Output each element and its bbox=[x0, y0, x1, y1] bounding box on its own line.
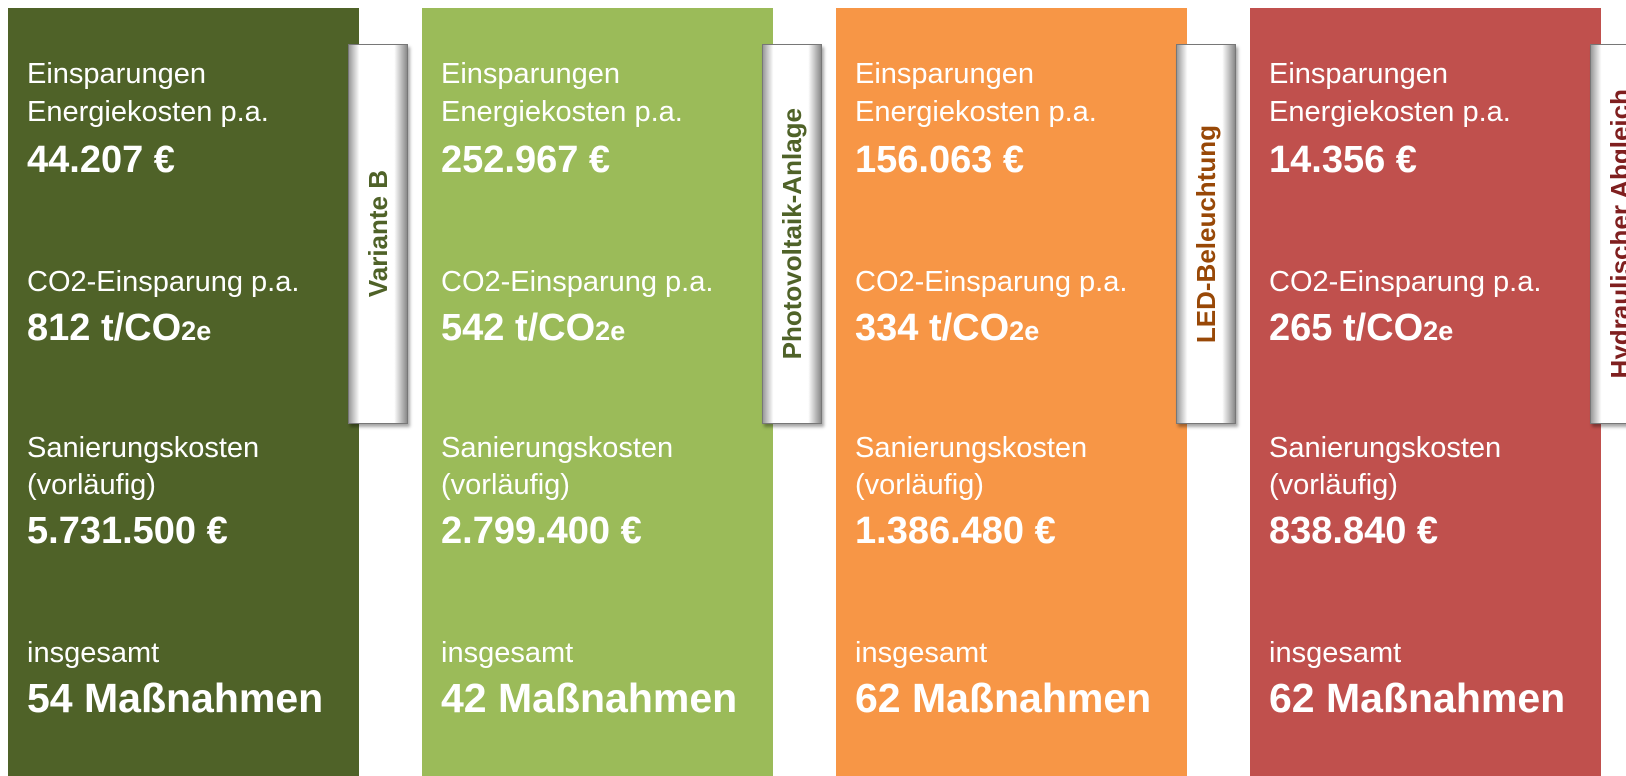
cost-value: 838.840 € bbox=[1269, 510, 1439, 552]
cost-value: 5.731.500 € bbox=[27, 510, 228, 552]
savings-label: Energiekosten p.a. bbox=[855, 96, 1097, 128]
cost-label: (vorläufig) bbox=[1269, 469, 1398, 501]
cost-label: Sanierungskosten bbox=[1269, 432, 1502, 464]
co2-value-text: 812 t/CO bbox=[27, 307, 182, 349]
tab: Hydraulischer Abgleich bbox=[1590, 44, 1626, 424]
total-value: 62 Maßnahmen bbox=[1269, 675, 1566, 721]
cost-label: (vorläufig) bbox=[27, 469, 156, 501]
savings-value: 252.967 € bbox=[441, 139, 611, 181]
cost-label: (vorläufig) bbox=[441, 469, 570, 501]
savings-label: Energiekosten p.a. bbox=[27, 96, 269, 128]
card: Einsparungen Energiekosten p.a. 252.967 € C… bbox=[422, 8, 822, 776]
savings-value: 156.063 € bbox=[855, 139, 1025, 181]
card: Einsparungen Energiekosten p.a. 156.063 € C… bbox=[836, 8, 1236, 776]
co2-value: 812 t/CO2e bbox=[27, 306, 211, 353]
co2-label: CO2-Einsparung p.a. bbox=[1269, 266, 1542, 298]
cost-label: Sanierungskosten bbox=[441, 432, 674, 464]
co2-unit-sub: 2e bbox=[181, 316, 212, 346]
savings-value: 14.356 € bbox=[1269, 139, 1417, 181]
tab: LED-Beleuchtung bbox=[1176, 44, 1236, 424]
card: Einsparungen Energiekosten p.a. 44.207 € CO… bbox=[8, 8, 408, 776]
co2-value: 265 t/CO2e bbox=[1269, 306, 1453, 353]
total-label: insgesamt bbox=[1269, 637, 1402, 669]
total-label: insgesamt bbox=[441, 637, 574, 669]
tab-label: Variante B bbox=[362, 170, 393, 298]
co2-label: CO2-Einsparung p.a. bbox=[441, 266, 714, 298]
co2-unit-sub: 2e bbox=[595, 316, 626, 346]
total-label: insgesamt bbox=[855, 637, 988, 669]
savings-value: 44.207 € bbox=[27, 139, 175, 181]
co2-value: 334 t/CO2e bbox=[855, 306, 1039, 353]
savings-label: Einsparungen bbox=[855, 58, 1034, 90]
co2-label: CO2-Einsparung p.a. bbox=[27, 266, 300, 298]
total-value: 62 Maßnahmen bbox=[855, 675, 1152, 721]
co2-value-text: 542 t/CO bbox=[441, 307, 596, 349]
tab-label: Hydraulischer Abgleich bbox=[1604, 89, 1626, 379]
co2-value: 542 t/CO2e bbox=[441, 306, 625, 353]
tab: Photovoltaik-Anlage bbox=[762, 44, 822, 424]
tab-label: LED-Beleuchtung bbox=[1190, 124, 1221, 344]
total-label: insgesamt bbox=[27, 637, 160, 669]
savings-label: Energiekosten p.a. bbox=[1269, 96, 1511, 128]
tab-label: Photovoltaik-Anlage bbox=[776, 108, 807, 360]
co2-value-text: 265 t/CO bbox=[1269, 307, 1424, 349]
cost-value: 2.799.400 € bbox=[441, 510, 642, 552]
co2-unit-sub: 2e bbox=[1009, 316, 1040, 346]
cost-value: 1.386.480 € bbox=[855, 510, 1056, 552]
cost-label: (vorläufig) bbox=[855, 469, 984, 501]
savings-label: Energiekosten p.a. bbox=[441, 96, 683, 128]
total-value: 54 Maßnahmen bbox=[27, 675, 324, 721]
savings-label: Einsparungen bbox=[441, 58, 620, 90]
total-value: 42 Maßnahmen bbox=[441, 675, 738, 721]
cost-label: Sanierungskosten bbox=[27, 432, 260, 464]
tab: Variante B bbox=[348, 44, 408, 424]
savings-label: Einsparungen bbox=[27, 58, 206, 90]
savings-label: Einsparungen bbox=[1269, 58, 1448, 90]
co2-value-text: 334 t/CO bbox=[855, 307, 1010, 349]
cost-label: Sanierungskosten bbox=[855, 432, 1088, 464]
card: Einsparungen Energiekosten p.a. 14.356 € CO… bbox=[1250, 8, 1626, 776]
co2-label: CO2-Einsparung p.a. bbox=[855, 266, 1128, 298]
co2-unit-sub: 2e bbox=[1423, 316, 1454, 346]
